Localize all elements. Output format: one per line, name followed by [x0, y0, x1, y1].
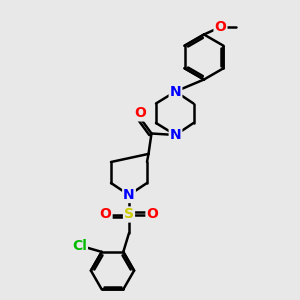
Text: O: O [214, 20, 226, 34]
Text: O: O [134, 106, 146, 120]
Text: N: N [170, 128, 181, 142]
Text: O: O [100, 208, 112, 221]
Text: O: O [146, 208, 158, 221]
Text: N: N [170, 85, 181, 98]
Text: N: N [123, 188, 135, 202]
Text: S: S [124, 208, 134, 221]
Text: Cl: Cl [72, 239, 87, 253]
